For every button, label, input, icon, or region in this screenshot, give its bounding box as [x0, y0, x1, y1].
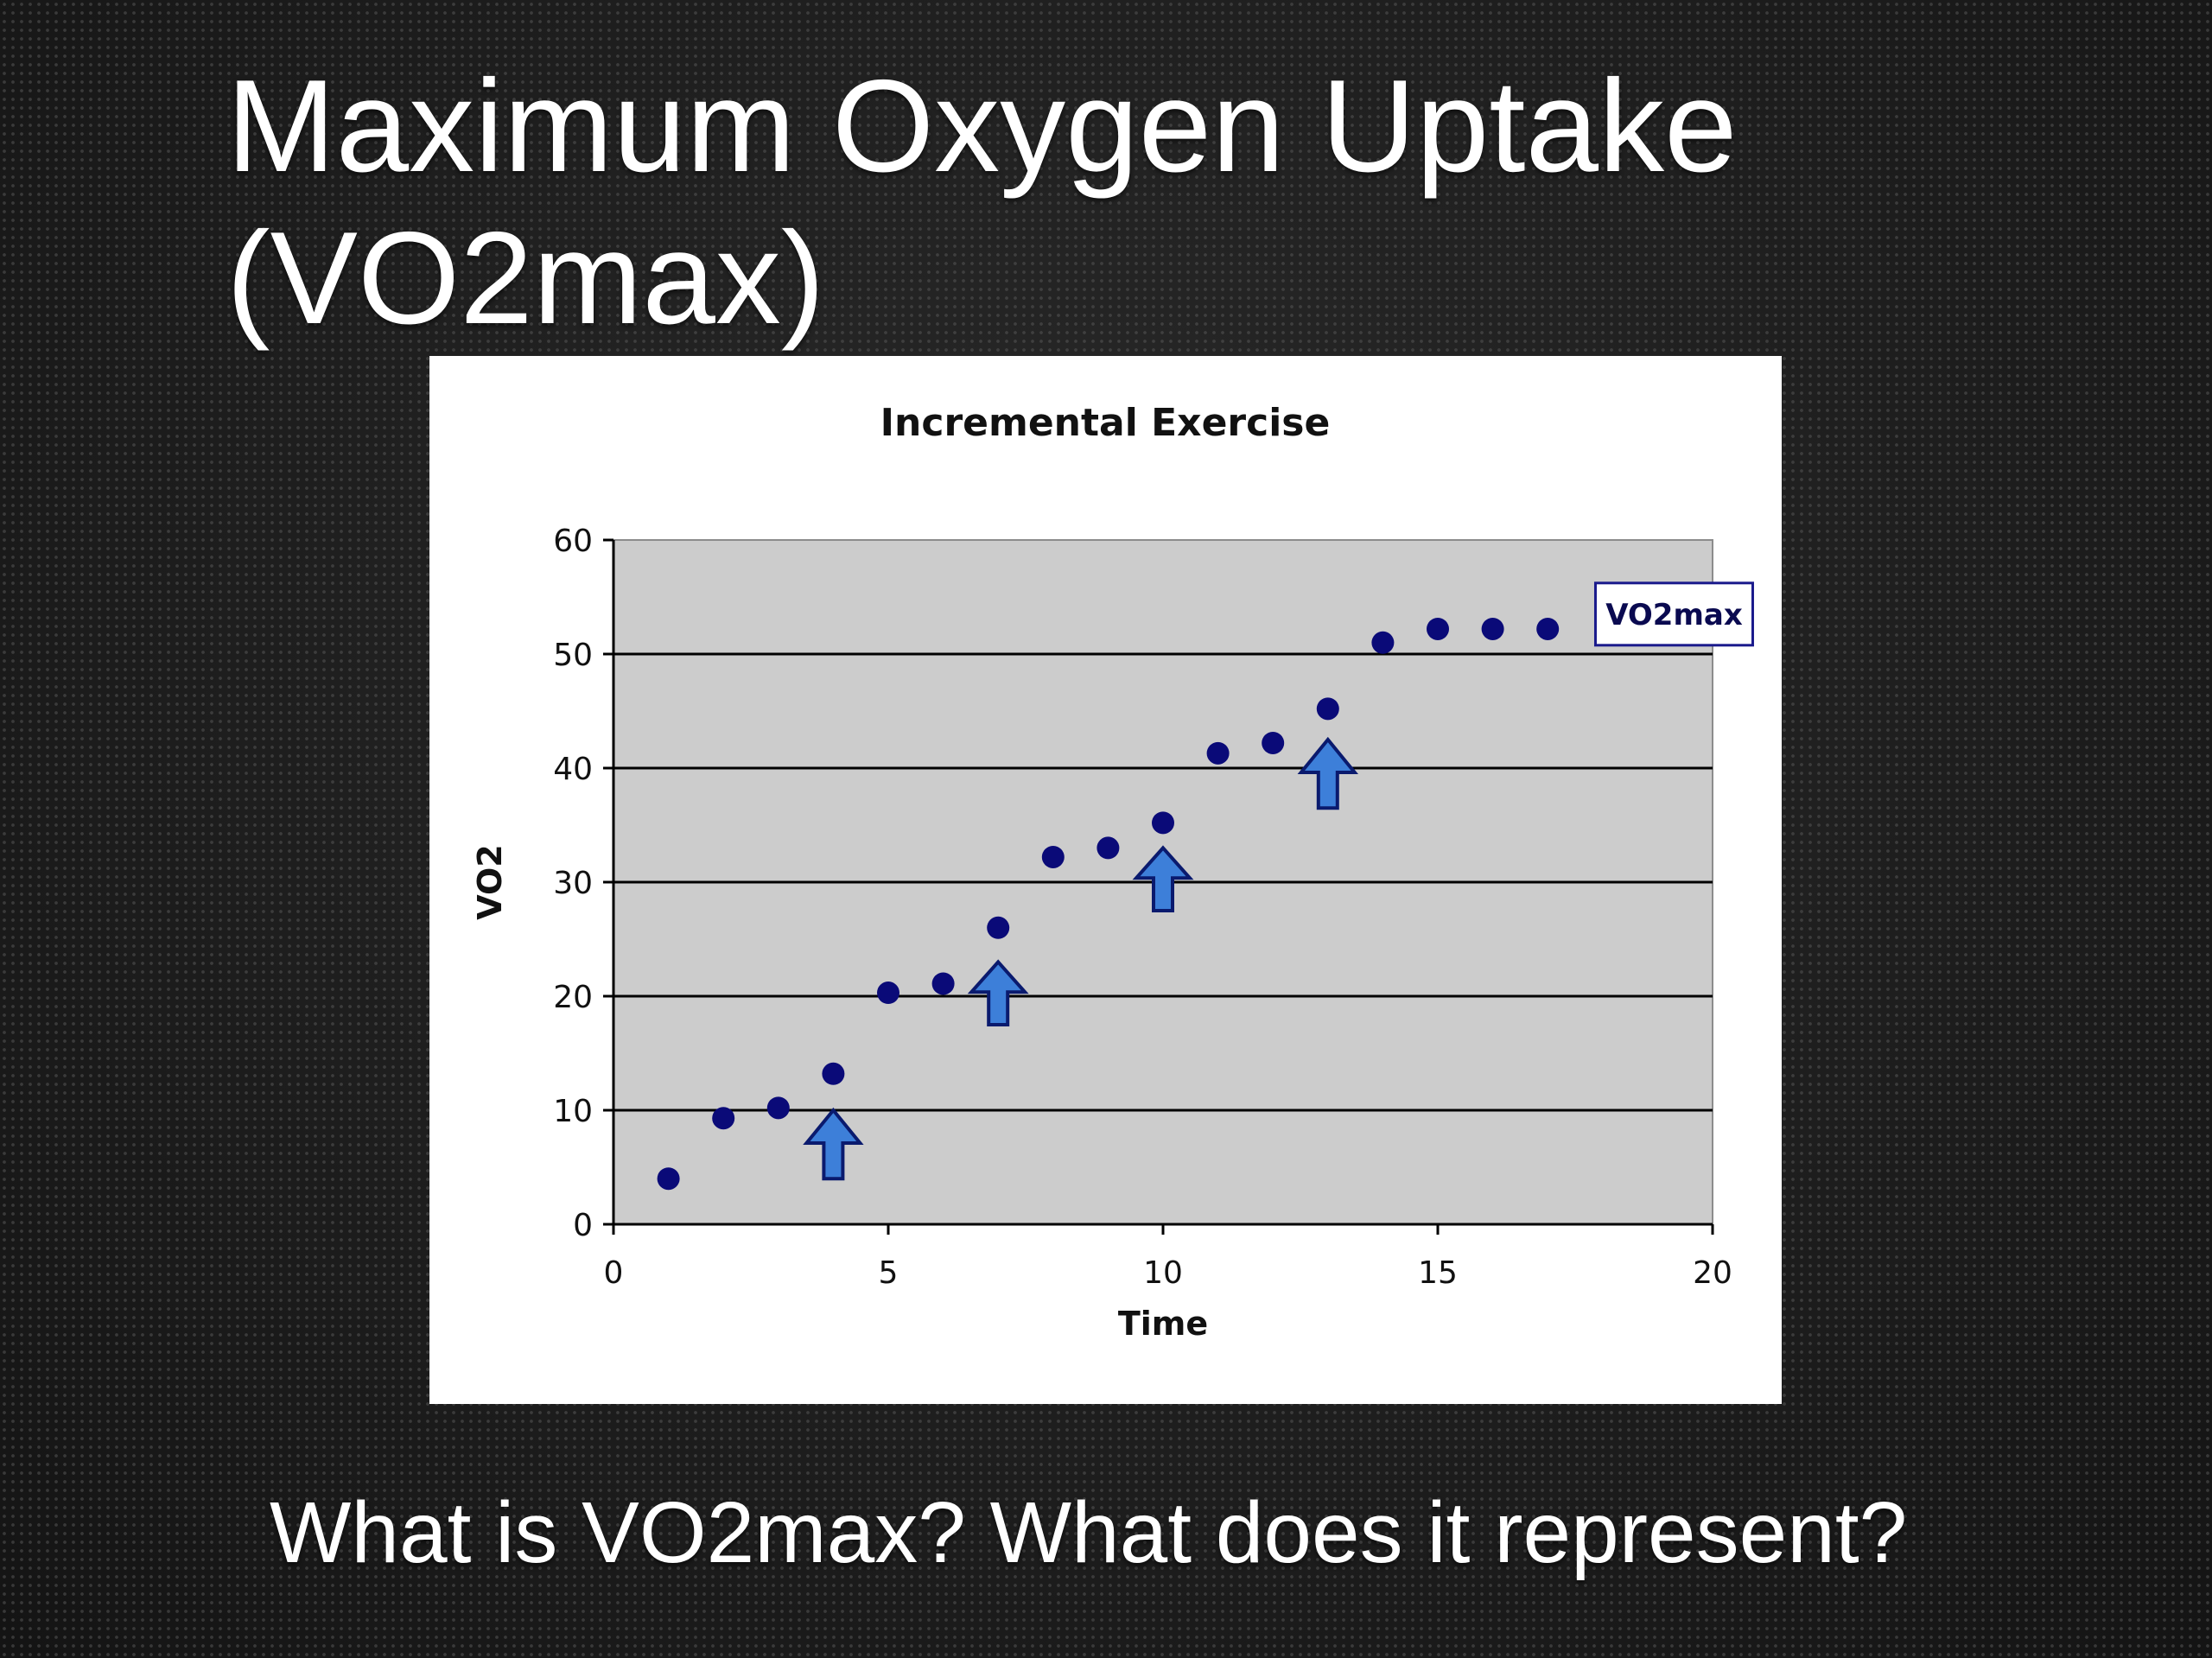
- data-points: [657, 617, 1560, 1191]
- data-point: [1262, 731, 1285, 754]
- y-tick-label-30: 30: [553, 866, 593, 901]
- data-point: [1041, 845, 1065, 868]
- annotations: VO2max: [1593, 581, 1754, 647]
- data-point: [822, 1062, 845, 1085]
- data-point: [1152, 811, 1174, 835]
- x-tick-label-15: 15: [1418, 1255, 1458, 1291]
- data-point: [712, 1107, 735, 1130]
- data-point: [1481, 617, 1504, 640]
- data-point: [766, 1096, 790, 1120]
- data-point: [1206, 741, 1230, 765]
- vo2-scatter-chart: 0 10 20 30 40 50 60 0 5 10 15 20 VO2max Incremental…: [471, 401, 1754, 1343]
- data-point: [657, 1167, 680, 1191]
- up-arrow-icon: [967, 959, 1029, 1026]
- data-point: [1427, 617, 1449, 640]
- data-point: [877, 981, 899, 1005]
- x-tick-label-20: 20: [1693, 1255, 1732, 1291]
- up-arrow-icon: [803, 1107, 864, 1181]
- data-point: [1536, 617, 1560, 640]
- step-arrows: [803, 736, 1359, 1181]
- data-point: [1316, 697, 1339, 721]
- chart-title: Incremental Exercise: [880, 401, 1331, 445]
- data-point: [987, 916, 1010, 939]
- up-arrow-icon: [1297, 736, 1359, 810]
- data-point: [1371, 631, 1395, 654]
- slide-question: What is VO2max? What does it represent?: [270, 1484, 1908, 1581]
- y-tick-label-20: 20: [553, 980, 593, 1015]
- x-tick-label-0: 0: [604, 1255, 624, 1291]
- slide-title-line-1: Maximum Oxygen Uptake: [226, 53, 1738, 200]
- y-tick-label-50: 50: [553, 638, 593, 673]
- up-arrow-icon: [1132, 845, 1194, 912]
- annotation-box: [1593, 581, 1754, 647]
- x-tick-label-5: 5: [879, 1255, 899, 1291]
- chart-panel: 0 10 20 30 40 50 60 0 5 10 15 20 VO2max Incremental…: [429, 356, 1782, 1404]
- grid-lines: [613, 652, 1713, 1112]
- x-tick-label-10: 10: [1143, 1255, 1183, 1291]
- slide-title-line-2: (VO2max): [226, 205, 825, 352]
- x-axis-label: Time: [1118, 1305, 1208, 1343]
- y-tick-label-40: 40: [553, 752, 593, 787]
- slide-title: Maximum Oxygen Uptake (VO2max): [226, 50, 1738, 354]
- data-point: [931, 972, 955, 995]
- tick-labels: 0 10 20 30 40 50 60 0 5 10 15 20: [553, 524, 1732, 1291]
- data-point: [1096, 836, 1120, 860]
- annotation-label: VO2max: [1605, 598, 1743, 632]
- y-tick-label-10: 10: [553, 1094, 593, 1129]
- y-axis-label: VO2: [471, 844, 509, 920]
- y-tick-label-60: 60: [553, 524, 593, 559]
- y-tick-label-0: 0: [573, 1208, 593, 1243]
